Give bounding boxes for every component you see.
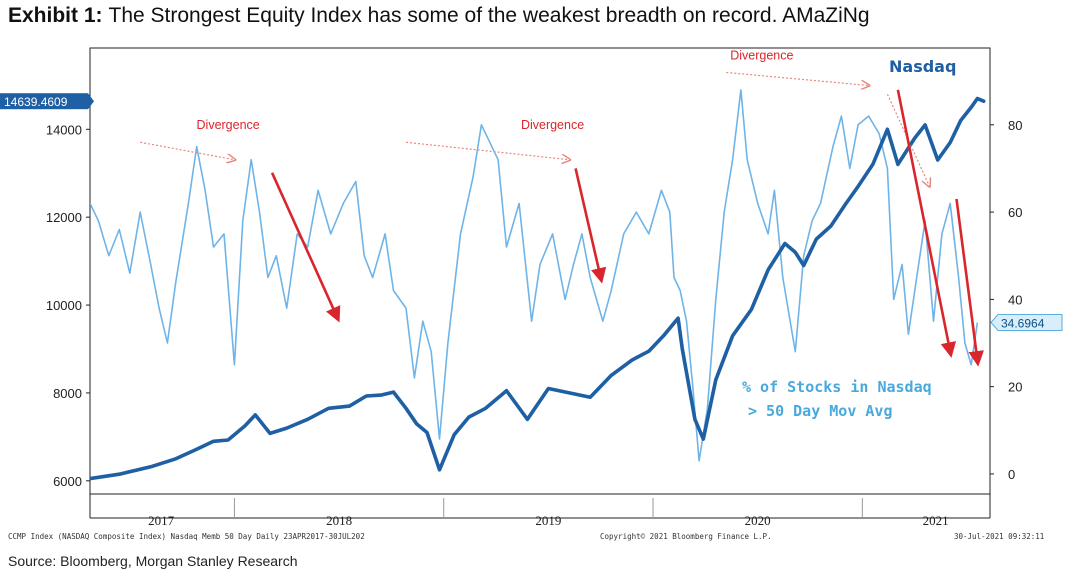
footer-left-text: CCMP Index (NASDAQ Composite Index) Nasd… (8, 532, 365, 541)
series-labels: Nasdaq % of Stocks in Nasdaq > 50 Day Mov … (742, 57, 956, 420)
source-note: Source: Bloomberg, Morgan Stanley Resear… (8, 553, 298, 569)
divergence-dotted-arrow (140, 141, 234, 159)
chart-title: Exhibit 1: The Strongest Equity Index has… (8, 4, 870, 28)
footer-timestamp: 30-Jul-2021 09:32:11 (954, 532, 1045, 541)
red-down-arrow (896, 89, 957, 358)
plot-border (89, 47, 991, 495)
x-tick-label: 2018 (326, 513, 352, 528)
red-down-arrow (574, 168, 607, 284)
right-tick-label: 20 (1008, 380, 1022, 395)
annotations: Divergence Divergence Divergence (140, 48, 984, 367)
divergence-label: Divergence (521, 118, 584, 132)
x-tick-label: 2019 (535, 513, 561, 528)
nasdaq-last-value-tag (0, 93, 88, 110)
left-tick-label: 10000 (46, 298, 82, 313)
right-axis: 0 20 40 60 80 34.6964 (990, 118, 1063, 482)
right-tick-label: 0 (1008, 467, 1015, 482)
divergence-dotted-arrow (405, 141, 569, 159)
breadth-last-value-text: 34.6964 (1001, 316, 1045, 330)
breadth-series-label-line2: > 50 Day Mov Avg (748, 402, 893, 420)
exhibit-label: Exhibit 1: (8, 4, 103, 27)
divergence-label: Divergence (730, 48, 793, 62)
nasdaq-line-group (90, 96, 986, 481)
right-tick-label: 60 (1008, 205, 1022, 220)
plot-frame (89, 47, 991, 519)
left-tick-label: 12000 (46, 210, 82, 225)
nasdaq-series-label: Nasdaq (889, 57, 956, 76)
footer-copyright: Copyright© 2021 Bloomberg Finance L.P. (600, 532, 772, 541)
left-tick-label: 8000 (53, 386, 82, 401)
chart-svg: Divergence Divergence Divergence 6000 8000 1… (0, 47, 1063, 528)
right-tick-label: 80 (1008, 118, 1022, 133)
x-tick-label: 2020 (745, 513, 771, 528)
right-tick-label: 40 (1008, 292, 1022, 307)
title-text: The Strongest Equity Index has some of t… (108, 4, 870, 27)
nasdaq-series-line (90, 96, 986, 481)
left-tick-label: 14000 (46, 122, 82, 137)
breadth-series-label-line1: % of Stocks in Nasdaq (742, 378, 932, 396)
x-tick-label: 2017 (148, 513, 175, 528)
breadth-last-value-tag (990, 313, 1063, 331)
red-down-arrow (270, 172, 341, 323)
nasdaq-last-value-pointer (88, 93, 94, 110)
red-down-arrow (955, 198, 984, 367)
divergence-dotted-arrow (886, 94, 929, 186)
divergence-label: Divergence (197, 118, 260, 132)
x-axis: 2017 2018 2019 2020 2021 (148, 498, 949, 528)
divergence-dotted-arrow (726, 71, 868, 85)
left-axis: 6000 8000 10000 12000 14000 14639.4609 (0, 93, 94, 489)
nasdaq-last-value-text: 14639.4609 (4, 95, 68, 109)
left-tick-label: 6000 (53, 474, 82, 489)
breadth-line-group (90, 89, 979, 462)
breadth-series-line (90, 89, 979, 462)
x-tick-label: 2021 (923, 513, 949, 528)
